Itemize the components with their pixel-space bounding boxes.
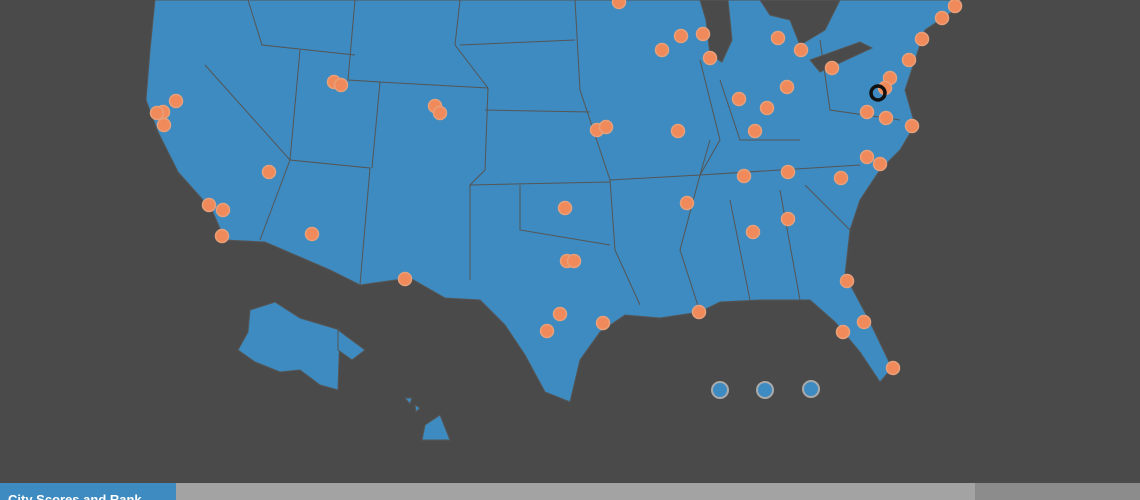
city-marker[interactable]	[261, 164, 277, 180]
city-marker[interactable]	[695, 26, 711, 42]
city-marker[interactable]	[168, 93, 184, 109]
city-marker[interactable]	[793, 42, 809, 58]
city-marker[interactable]	[835, 324, 851, 340]
city-marker[interactable]	[759, 100, 775, 116]
city-marker[interactable]	[947, 0, 963, 14]
alaska	[237, 301, 341, 391]
city-marker[interactable]	[872, 156, 888, 172]
city-marker[interactable]	[747, 123, 763, 139]
city-marker[interactable]	[397, 271, 413, 287]
city-marker[interactable]	[702, 50, 718, 66]
state-borders	[204, 0, 901, 313]
city-marker[interactable]	[679, 195, 695, 211]
city-marker[interactable]	[557, 200, 573, 216]
city-marker[interactable]	[731, 91, 747, 107]
city-marker[interactable]	[333, 77, 349, 93]
city-marker[interactable]	[833, 170, 849, 186]
footer-tab[interactable]: City Scores and Rank	[0, 483, 176, 500]
city-marker[interactable]	[770, 30, 786, 46]
city-marker[interactable]	[595, 315, 611, 331]
city-marker[interactable]	[214, 228, 230, 244]
city-marker[interactable]	[566, 253, 582, 269]
city-marker[interactable]	[901, 52, 917, 68]
city-marker[interactable]	[878, 110, 894, 126]
city-marker[interactable]	[215, 202, 231, 218]
city-marker[interactable]	[156, 117, 172, 133]
hawaii	[403, 397, 451, 441]
city-marker[interactable]	[304, 226, 320, 242]
city-marker[interactable]	[670, 123, 686, 139]
city-marker[interactable]	[539, 323, 555, 339]
footer-end	[975, 483, 1140, 500]
city-marker[interactable]	[779, 79, 795, 95]
pager-dot[interactable]	[711, 381, 729, 399]
selected-city[interactable]	[869, 84, 887, 102]
city-marker[interactable]	[859, 149, 875, 165]
city-marker[interactable]	[149, 105, 165, 121]
city-marker[interactable]	[598, 119, 614, 135]
contiguous-us	[145, 0, 961, 403]
city-marker[interactable]	[904, 118, 920, 134]
city-marker[interactable]	[552, 306, 568, 322]
city-marker[interactable]	[745, 224, 761, 240]
city-marker[interactable]	[691, 304, 707, 320]
city-markers	[149, 0, 963, 376]
city-marker[interactable]	[885, 360, 901, 376]
city-marker[interactable]	[839, 273, 855, 289]
city-marker[interactable]	[914, 31, 930, 47]
lake-erie	[809, 41, 874, 73]
city-marker[interactable]	[856, 314, 872, 330]
alaska-panhandle	[337, 329, 366, 361]
city-marker[interactable]	[934, 10, 950, 26]
city-marker[interactable]	[780, 211, 796, 227]
city-marker[interactable]	[859, 104, 875, 120]
city-marker[interactable]	[611, 0, 627, 10]
city-marker[interactable]	[432, 105, 448, 121]
city-marker[interactable]	[780, 164, 796, 180]
city-marker[interactable]	[824, 60, 840, 76]
city-marker[interactable]	[736, 168, 752, 184]
pager-dot[interactable]	[756, 381, 774, 399]
city-marker[interactable]	[201, 197, 217, 213]
lake-michigan	[699, 0, 733, 63]
pager-dot[interactable]	[802, 380, 820, 398]
footer-track	[176, 483, 975, 500]
city-marker[interactable]	[654, 42, 670, 58]
city-marker[interactable]	[673, 28, 689, 44]
map	[145, 0, 963, 441]
